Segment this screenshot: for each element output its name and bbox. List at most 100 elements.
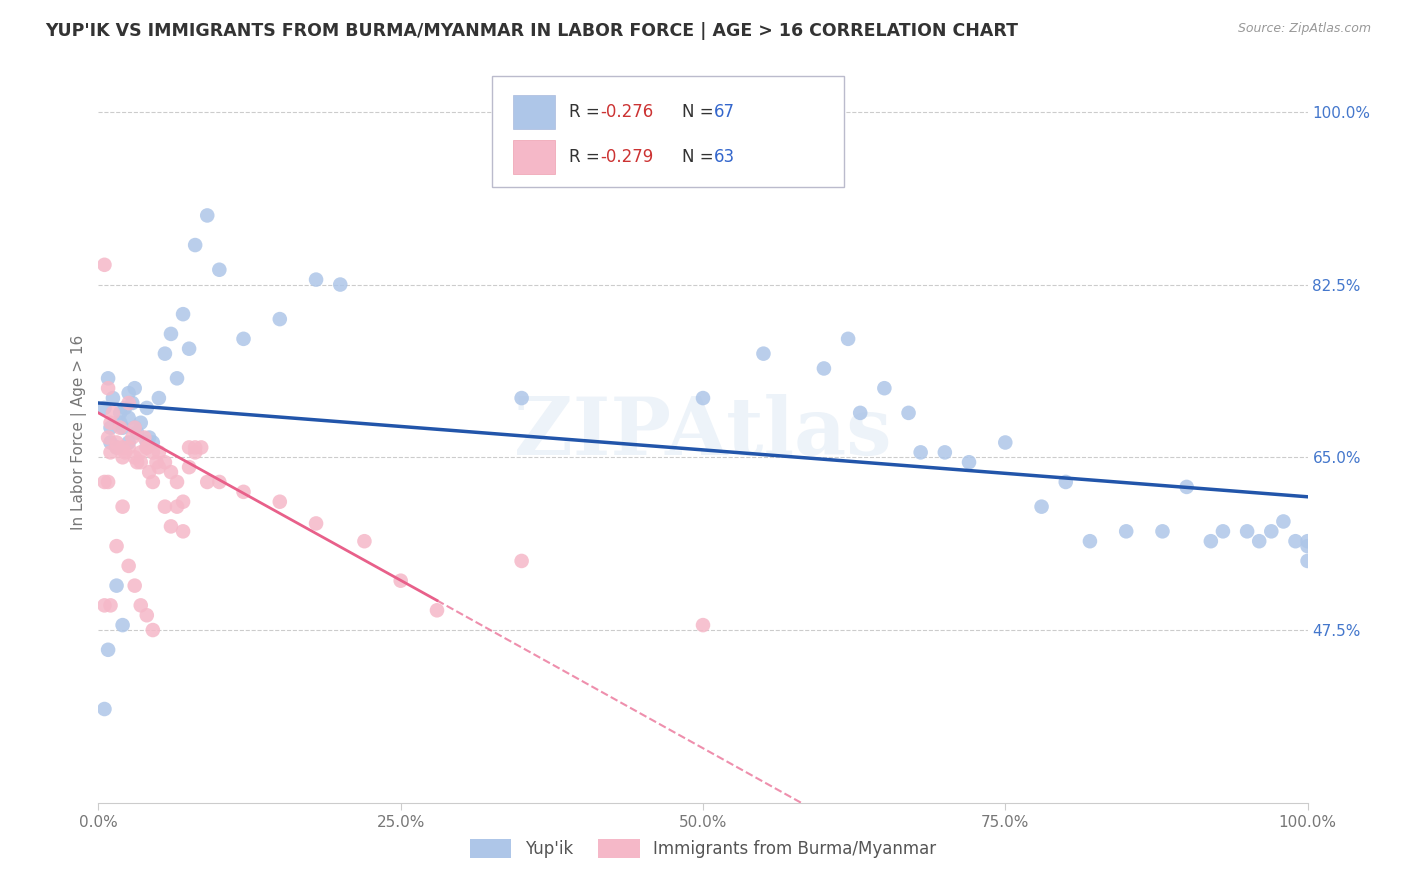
Point (329, 277, 352, 292)
Point (100, 416, 122, 430)
Text: ZIPAtlas: ZIPAtlas (515, 393, 891, 472)
Point (100, 420, 122, 434)
Point (111, 500, 134, 514)
Point (124, 450, 146, 465)
Point (108, 416, 131, 430)
Point (994, 435, 1017, 450)
Point (142, 475, 165, 489)
Point (121, 431, 143, 445)
Point (93, 401, 115, 415)
Point (172, 307, 194, 321)
Point (129, 455, 152, 469)
Point (172, 494, 194, 508)
Point (426, 603, 449, 617)
Point (111, 420, 134, 434)
Point (160, 465, 183, 479)
Point (353, 534, 375, 549)
Point (184, 445, 207, 459)
Point (124, 579, 146, 593)
Point (114, 445, 136, 459)
Point (153, 346, 176, 360)
Point (97, 642, 120, 657)
Point (127, 455, 149, 469)
Point (97, 371, 120, 385)
Text: YUP'IK VS IMMIGRANTS FROM BURMA/MYANMAR IN LABOR FORCE | AGE > 16 CORRELATION CH: YUP'IK VS IMMIGRANTS FROM BURMA/MYANMAR … (45, 22, 1018, 40)
Text: Source: ZipAtlas.com: Source: ZipAtlas.com (1237, 22, 1371, 36)
Text: R =: R = (569, 148, 606, 166)
Point (1054, 475, 1077, 489)
Point (118, 396, 141, 410)
Point (111, 618, 134, 632)
Point (837, 332, 859, 346)
Point (153, 455, 176, 469)
Text: -0.276: -0.276 (600, 103, 654, 121)
Point (692, 618, 714, 632)
Point (148, 460, 170, 475)
Point (1175, 480, 1198, 494)
Point (184, 441, 207, 455)
Point (127, 425, 149, 440)
Point (105, 441, 128, 455)
Point (166, 500, 188, 514)
Point (166, 371, 188, 385)
Point (105, 539, 128, 553)
Point (135, 441, 157, 455)
Point (153, 500, 176, 514)
Point (142, 435, 165, 450)
Point (124, 420, 146, 434)
Point (1078, 534, 1101, 549)
Point (100, 599, 122, 613)
Point (142, 445, 165, 459)
Point (1249, 534, 1271, 549)
Point (100, 435, 122, 450)
Point (135, 441, 157, 455)
Point (142, 623, 165, 637)
Point (305, 516, 328, 531)
Text: 67: 67 (714, 103, 735, 121)
Point (118, 441, 141, 455)
Point (269, 312, 291, 326)
Point (1212, 524, 1234, 539)
Point (148, 445, 170, 459)
Point (179, 441, 201, 455)
Point (160, 519, 183, 533)
Point (849, 406, 872, 420)
Point (135, 401, 157, 415)
Point (118, 410, 141, 425)
Point (111, 441, 134, 455)
Point (148, 391, 170, 405)
Point (208, 262, 231, 277)
Point (101, 406, 124, 420)
Point (752, 346, 775, 360)
Point (114, 401, 136, 415)
Point (93, 475, 115, 489)
Point (101, 391, 124, 405)
Point (105, 579, 128, 593)
Point (124, 381, 146, 395)
Point (1296, 554, 1319, 568)
Point (166, 475, 188, 489)
Y-axis label: In Labor Force | Age > 16: In Labor Force | Age > 16 (72, 335, 87, 530)
Point (118, 386, 141, 401)
Point (1260, 524, 1282, 539)
Point (897, 406, 920, 420)
Point (135, 608, 157, 623)
Point (97, 381, 120, 395)
Point (195, 209, 218, 223)
Point (179, 460, 201, 475)
Point (1031, 500, 1053, 514)
Point (934, 445, 956, 459)
Point (118, 435, 141, 450)
Text: N =: N = (682, 103, 718, 121)
Text: 63: 63 (714, 148, 735, 166)
Point (1236, 524, 1258, 539)
Point (184, 238, 207, 252)
Point (957, 455, 980, 469)
Point (93, 702, 115, 716)
Point (121, 396, 143, 410)
Point (111, 450, 134, 465)
Point (813, 361, 835, 376)
Point (97, 475, 120, 489)
Point (232, 332, 254, 346)
Point (172, 524, 194, 539)
